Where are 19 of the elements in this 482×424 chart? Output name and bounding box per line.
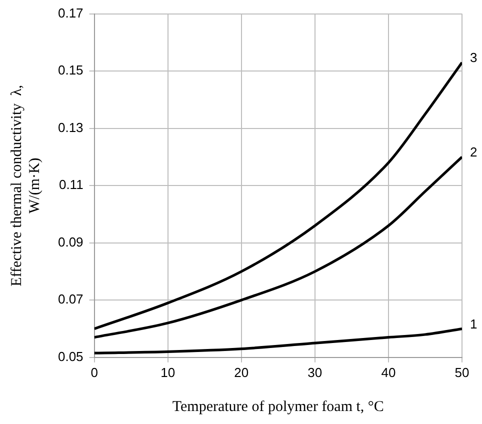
series-label: 1 — [470, 316, 478, 332]
x-tick-label: 0 — [90, 364, 98, 380]
y-tick-label: 0.17 — [58, 5, 84, 20]
x-axis-title: Temperature of polymer foam t, °C — [172, 398, 384, 415]
y-tick-label: 0.05 — [58, 348, 84, 364]
y-tick-label: 0.13 — [58, 120, 84, 135]
y-tick-label: 0.11 — [58, 177, 84, 192]
x-tick-label: 20 — [234, 364, 249, 380]
y-tick-label: 0.07 — [58, 292, 84, 307]
x-tick-label: 40 — [381, 364, 396, 380]
series-label: 3 — [470, 50, 478, 66]
y-tick-label: 0.09 — [58, 234, 84, 250]
x-tick-label: 10 — [160, 364, 176, 380]
y-axis-title: Effective thermal conductivity λ, W/(m·K) — [8, 84, 43, 286]
x-tick-label: 50 — [454, 364, 470, 380]
series-label: 2 — [470, 144, 478, 160]
y-tick-label: 0.15 — [58, 62, 84, 78]
line-series — [94, 327, 462, 354]
x-tick-label: 30 — [308, 364, 322, 380]
